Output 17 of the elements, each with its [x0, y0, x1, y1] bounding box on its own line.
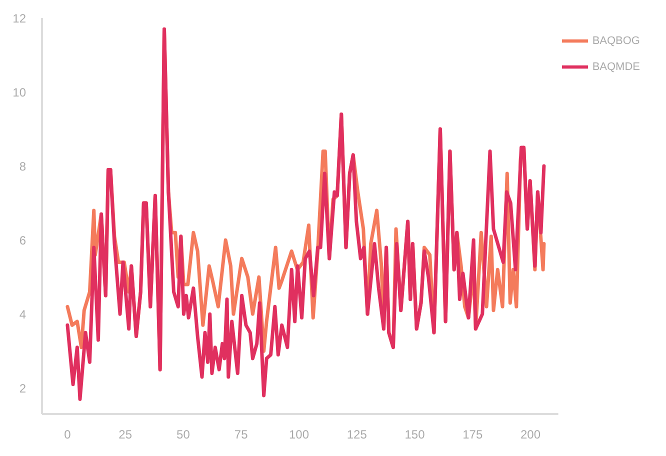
legend-label: BAQBOG [592, 34, 640, 47]
x-tick-label: 50 [176, 428, 190, 442]
x-tick-label: 175 [462, 428, 483, 442]
x-tick-label: 200 [520, 428, 541, 442]
x-tick-label: 125 [346, 428, 368, 442]
x-tick-label: 75 [234, 428, 248, 442]
y-tick-label: 12 [12, 11, 26, 26]
x-tick-label: 150 [404, 428, 426, 442]
y-tick-label: 6 [19, 233, 26, 248]
y-tick-label: 8 [19, 159, 26, 174]
x-tick-label: 25 [118, 428, 132, 442]
legend-label: BAQMDE [592, 60, 640, 73]
y-tick-label: 2 [19, 381, 26, 396]
x-tick-label: 100 [288, 428, 310, 442]
y-tick-label: 4 [19, 307, 26, 322]
y-tick-label: 10 [12, 85, 26, 100]
x-tick-label: 0 [64, 428, 72, 442]
